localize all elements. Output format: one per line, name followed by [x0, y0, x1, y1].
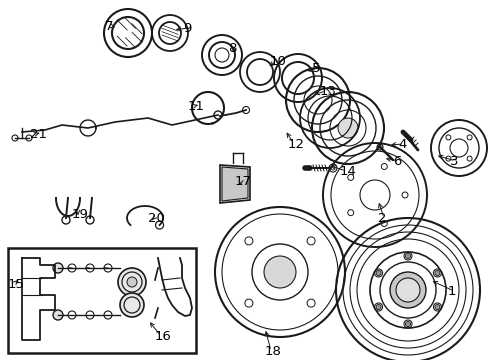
- Text: 9: 9: [183, 22, 191, 35]
- Text: 12: 12: [287, 138, 305, 151]
- Text: 5: 5: [311, 62, 320, 75]
- Text: 4: 4: [397, 138, 406, 151]
- Circle shape: [53, 310, 63, 320]
- Circle shape: [120, 293, 143, 317]
- Text: 6: 6: [392, 155, 401, 168]
- Text: 15: 15: [8, 278, 25, 291]
- Text: 20: 20: [148, 212, 164, 225]
- Circle shape: [375, 270, 380, 275]
- Circle shape: [337, 118, 357, 138]
- Circle shape: [395, 278, 419, 302]
- Text: 11: 11: [187, 100, 204, 113]
- Text: 8: 8: [227, 42, 236, 55]
- Circle shape: [389, 272, 425, 308]
- Circle shape: [375, 305, 380, 310]
- Circle shape: [118, 268, 146, 296]
- Text: 14: 14: [339, 165, 356, 178]
- Text: 10: 10: [269, 55, 286, 68]
- Text: 17: 17: [235, 175, 251, 188]
- Text: 3: 3: [449, 155, 458, 168]
- Circle shape: [376, 144, 382, 150]
- Circle shape: [405, 321, 409, 327]
- Bar: [8, 248, 196, 353]
- Text: 16: 16: [155, 330, 171, 343]
- Text: 13: 13: [319, 85, 336, 98]
- Circle shape: [434, 270, 439, 275]
- Circle shape: [434, 305, 439, 310]
- Circle shape: [53, 263, 63, 273]
- Text: 7: 7: [105, 20, 113, 33]
- Circle shape: [405, 253, 409, 258]
- Text: 19: 19: [72, 208, 89, 221]
- Text: 1: 1: [447, 285, 456, 298]
- Text: 21: 21: [30, 128, 47, 141]
- Polygon shape: [222, 167, 247, 201]
- Circle shape: [127, 277, 137, 287]
- Polygon shape: [220, 165, 249, 203]
- Text: 2: 2: [377, 212, 386, 225]
- Circle shape: [264, 256, 295, 288]
- Text: 18: 18: [264, 345, 281, 358]
